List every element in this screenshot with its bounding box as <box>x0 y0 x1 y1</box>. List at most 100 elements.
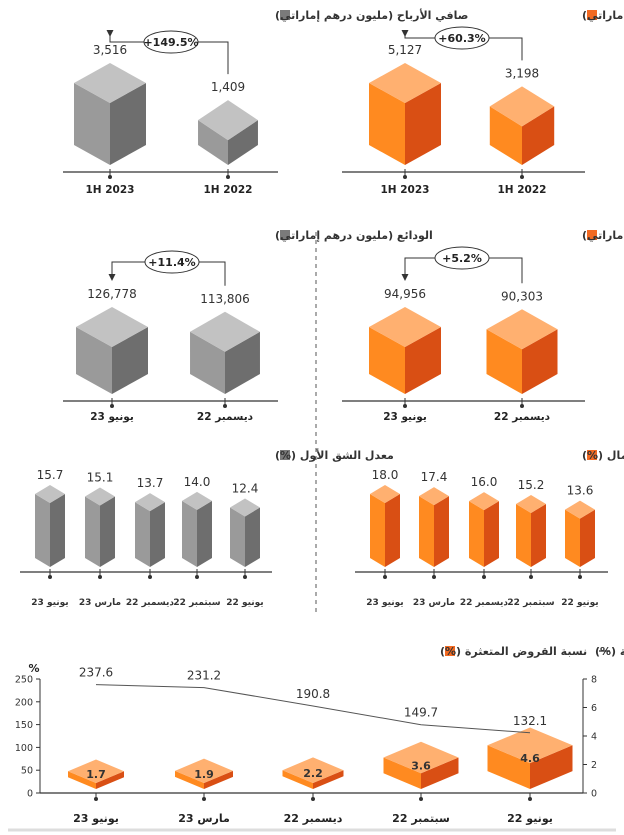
net-profit-value-label-2: 1,409 <box>211 80 245 94</box>
deposits-tick-dot-2 <box>223 404 227 408</box>
npl-coverage-left-tick-label-5: 200 <box>15 697 33 708</box>
capital-adequacy-bar-3-front <box>469 501 484 567</box>
npl-coverage-x-tick-dot-4 <box>419 797 423 801</box>
loans-bar-1-front <box>369 327 405 394</box>
npl-coverage-bar-1-side <box>96 771 124 789</box>
tier1-ratio-tick-dot-5 <box>243 575 247 579</box>
npl-coverage-bar-value-5: 4.6 <box>520 752 540 765</box>
capital-adequacy-bar-4-front <box>516 503 531 567</box>
capital-adequacy-bar-2-front <box>419 496 434 567</box>
capital-adequacy-tick-dot-5 <box>578 575 582 579</box>
npl-coverage-bar-4-front <box>383 757 421 789</box>
loans-tick-dot-2 <box>520 404 524 408</box>
capital-adequacy-bar-3-top <box>469 492 499 511</box>
tier1-ratio-bar-4-side <box>197 500 212 567</box>
npl-coverage-legend-bar-marker <box>445 646 455 656</box>
npl-coverage-bar-2-front <box>175 770 204 789</box>
tier1-ratio-bar-3-side <box>150 502 165 567</box>
tier1-ratio-value-label-3: 13.7 <box>137 476 164 490</box>
tier1-ratio-bar-4-top <box>182 491 212 510</box>
operating-income-title-marker <box>587 10 597 20</box>
npl-coverage-bar-5-side <box>530 745 573 789</box>
deposits-change-badge <box>144 250 200 274</box>
npl-coverage-left-tick-label-3: 100 <box>15 743 33 754</box>
operating-income-category-label-1: 1H 2023 <box>381 184 430 196</box>
tier1-ratio-tick-dot-3 <box>148 575 152 579</box>
deposits-title-marker <box>280 230 290 240</box>
deposits-bar-2-side <box>225 331 260 394</box>
net-profit-bar-1-top <box>74 63 146 103</box>
capital-adequacy-tick-dot-3 <box>482 575 486 579</box>
npl-coverage-bar-5-top <box>487 727 573 764</box>
npl-coverage-line-value-2: 231.2 <box>187 669 221 683</box>
capital-adequacy-bar-2-top <box>419 487 449 506</box>
loans-bar-2-front <box>486 329 522 394</box>
npl-coverage-bar-4-side <box>421 757 459 789</box>
loans-bar-2-top <box>486 309 558 350</box>
tier1-ratio-bar-4-front <box>182 500 197 567</box>
tier1-ratio-bar-1-front <box>35 494 50 567</box>
operating-income-tick-dot-2 <box>520 175 524 179</box>
net-profit-bar-2-front <box>198 120 228 165</box>
operating-income-bar-2-side <box>522 106 555 165</box>
npl-coverage-bar-value-1: 1.7 <box>86 768 106 781</box>
npl-coverage-bar-2-side <box>204 770 233 789</box>
tier1-ratio-bar-5-side <box>245 507 260 567</box>
tier1-ratio-tick-dot-2 <box>98 575 102 579</box>
npl-coverage-bar-value-3: 2.2 <box>303 767 323 780</box>
net-profit-title: صافي الأرباح (مليون درهم إماراتي) <box>275 8 468 22</box>
loans-change-value: +5.2% <box>442 252 482 265</box>
deposits-bar-2-top <box>190 311 260 352</box>
capital-adequacy-bar-5-top <box>565 500 595 519</box>
capital-adequacy-bar-1-front <box>370 494 385 567</box>
net-profit-bar-2-side <box>228 120 258 165</box>
npl-coverage-right-tick-label-3: 4 <box>591 732 597 743</box>
tier1-ratio-bar-3-front <box>135 502 150 567</box>
npl-coverage-bar-1-top <box>68 759 124 783</box>
loans-change-badge <box>434 246 490 270</box>
tier1-ratio-title-marker <box>280 450 290 460</box>
npl-coverage-line-value-5: 132.1 <box>513 714 547 728</box>
operating-income-bar-2-front <box>489 106 522 165</box>
loans-category-label-2: ديسمبر 22 <box>494 411 551 423</box>
operating-income-bar-1-top <box>369 63 441 103</box>
loans-value-label-1: 94,956 <box>384 287 426 301</box>
npl-coverage-bar-4-top <box>383 741 459 774</box>
capital-adequacy-bar-4-side <box>531 503 546 567</box>
deposits-category-label-1: يونيو 23 <box>90 411 134 423</box>
net-profit-tick-dot-1 <box>108 175 112 179</box>
tier1-ratio-category-label-2: مارس 23 <box>79 598 121 608</box>
capital-adequacy-value-label-2: 17.4 <box>421 470 448 484</box>
deposits-category-label-2: ديسمبر 22 <box>197 411 254 423</box>
tier1-ratio-category-label-4: سبتمبر 22 <box>173 598 220 608</box>
npl-coverage-coverage-line <box>95 684 531 734</box>
capital-adequacy-bar-4-top <box>516 494 546 513</box>
net-profit-tick-dot-2 <box>226 175 230 179</box>
capital-adequacy-category-label-3: ديسمبر 22 <box>460 598 509 608</box>
npl-coverage-right-tick-label-1: 0 <box>591 789 597 800</box>
capital-adequacy-title-marker <box>587 450 597 460</box>
npl-coverage-line-value-1: 237.6 <box>79 666 113 680</box>
npl-coverage-category-label-3: ديسمبر 22 <box>284 812 343 825</box>
capital-adequacy-value-label-1: 18.0 <box>372 468 399 482</box>
capital-adequacy-bar-5-side <box>580 509 595 567</box>
net-profit-change-badge <box>143 30 199 54</box>
net-profit-bar-2-top <box>198 100 258 141</box>
net-profit-bar-1-front <box>74 83 110 165</box>
tier1-ratio-value-label-4: 14.0 <box>184 475 211 489</box>
npl-coverage-x-tick-dot-3 <box>311 797 315 801</box>
deposits-change-arrow <box>108 274 116 281</box>
operating-income-change-badge <box>434 26 490 50</box>
npl-coverage-x-tick-dot-2 <box>202 797 206 801</box>
npl-coverage-left-tick-label-4: 150 <box>15 720 33 731</box>
net-profit-bar-1-side <box>110 83 146 165</box>
net-profit-title-marker <box>280 10 290 20</box>
npl-coverage-category-label-4: سبتمبر 22 <box>392 812 450 825</box>
operating-income-value-label-1: 5,127 <box>388 43 422 57</box>
operating-income-bar-2-top <box>489 86 555 127</box>
npl-coverage-category-label-2: مارس 23 <box>178 812 230 825</box>
operating-income-change-value: +60.3% <box>438 32 485 45</box>
capital-adequacy-value-label-4: 15.2 <box>518 478 545 492</box>
npl-coverage-legend-bar-label: نسبة القروض المتعثرة (%) <box>440 645 587 658</box>
npl-coverage-bar-1-front <box>68 771 96 789</box>
